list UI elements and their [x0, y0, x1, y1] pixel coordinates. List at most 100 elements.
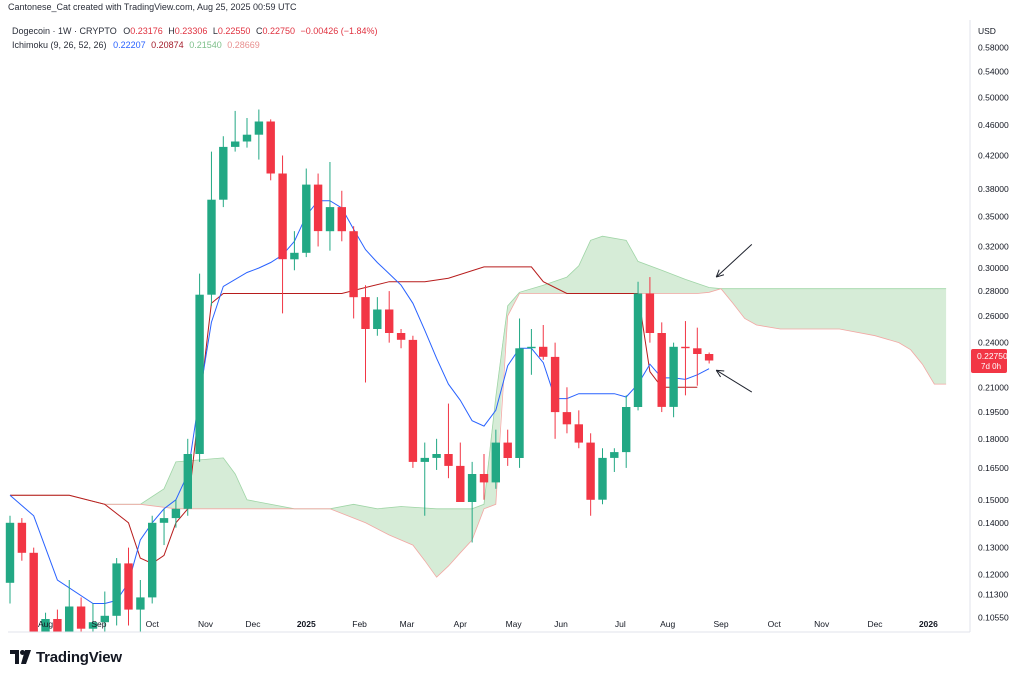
leading-span-b	[10, 288, 947, 578]
candle-body	[254, 121, 264, 135]
candle-body	[349, 231, 358, 298]
time-axis[interactable]: Aug Sep Oct Nov Dec 2025 Feb Mar Apr May Jun Jul Aug…	[38, 619, 938, 629]
candle-41	[491, 429, 500, 489]
candle-36	[432, 438, 441, 470]
price-tick-label: 0.58000	[978, 43, 1009, 53]
symbol-legend: Dogecoin · 1W · CRYPTO O0.23176 H0.23306…	[12, 26, 378, 36]
candle-body	[65, 606, 74, 632]
candle-0	[5, 515, 15, 604]
candle-body	[622, 407, 631, 453]
candle-46	[550, 342, 560, 439]
candle-body	[598, 457, 607, 500]
candle-body	[313, 184, 323, 232]
price-tick-label: 0.12000	[978, 569, 1009, 579]
candle-11	[136, 579, 145, 632]
candle-body	[41, 619, 50, 632]
cloud-segment-0	[10, 236, 947, 578]
candle-30	[361, 285, 370, 383]
arrow-to-cloud-top	[715, 244, 753, 278]
candle-body	[693, 348, 702, 354]
ichimoku-title[interactable]: Ichimoku (9, 26, 52, 26)	[12, 40, 107, 50]
candle-body	[574, 424, 583, 443]
ichimoku-lines	[9, 200, 710, 604]
candle-body	[124, 563, 133, 610]
candle-body	[373, 309, 382, 329]
price-tick-label: 0.14000	[978, 518, 1009, 528]
time-tick-label: Sep	[713, 619, 728, 629]
candle-body	[550, 356, 560, 413]
open-value: 0.23176	[130, 26, 163, 36]
candle-53	[633, 281, 643, 411]
candle-body	[385, 309, 394, 333]
price-tick-label: 0.42000	[978, 151, 1009, 161]
candle-body	[491, 442, 500, 483]
low-value: 0.22550	[217, 26, 251, 36]
time-tick-label: Aug	[38, 619, 53, 629]
candle-body	[159, 518, 169, 523]
candle-body	[231, 141, 240, 147]
candle-body	[207, 199, 216, 295]
countdown-label: 7d 0h	[981, 362, 1001, 371]
ichimoku-conversion-value: 0.22207	[113, 40, 146, 50]
candle-47	[562, 387, 572, 434]
candle-body	[53, 619, 62, 632]
time-tick-label: Nov	[198, 619, 214, 629]
arrow-head	[716, 369, 725, 372]
candle-32	[385, 291, 394, 343]
candle-body	[76, 606, 86, 629]
ichimoku-legend: Ichimoku (9, 26, 52, 26) 0.22207 0.20874…	[12, 40, 260, 50]
arrow-to-conversion-line	[715, 369, 753, 393]
candle-body	[432, 454, 441, 458]
candle-42	[503, 429, 512, 466]
time-tick-label: Dec	[245, 619, 261, 629]
candle-20	[242, 117, 252, 148]
candle-56	[669, 342, 678, 418]
current-price-badge	[971, 349, 1007, 373]
tradingview-logo-icon	[10, 650, 31, 664]
time-tick-label: 2025	[297, 619, 316, 629]
candle-38	[456, 442, 465, 502]
candle-body	[183, 454, 192, 509]
ichimoku-base-value: 0.20874	[151, 40, 184, 50]
current-price-label: 0.22750	[977, 351, 1008, 361]
candle-33	[396, 328, 406, 349]
candle-14	[171, 499, 181, 528]
candle-8	[100, 591, 109, 632]
candle-body	[669, 346, 678, 407]
currency-label[interactable]: USD	[978, 26, 996, 36]
candle-body	[29, 552, 38, 632]
candle-57	[681, 321, 690, 396]
candle-18	[219, 136, 228, 208]
candle-body	[302, 184, 311, 253]
candle-58	[693, 327, 702, 386]
candle-28	[337, 190, 346, 242]
candle-35	[420, 442, 429, 516]
candle-25	[302, 168, 311, 258]
candle-body	[657, 333, 666, 407]
candle-body	[515, 348, 524, 458]
arrow-shaft	[715, 244, 753, 278]
close-value: 0.22750	[262, 26, 295, 36]
candle-body	[586, 442, 595, 500]
candle-34	[408, 335, 418, 468]
candle-1	[17, 518, 27, 561]
candle-body	[396, 333, 406, 340]
price-tick-label: 0.38000	[978, 184, 1009, 194]
high-label: H	[168, 26, 175, 36]
base-line	[10, 266, 698, 564]
time-tick-label: Apr	[454, 619, 467, 629]
candle-body	[242, 134, 252, 142]
price-axis[interactable]: 0.58000 0.54000 0.50000 0.46000 0.42000 0.380…	[978, 43, 1009, 623]
candle-26	[313, 173, 323, 247]
price-tick-label: 0.10550	[978, 612, 1009, 622]
candle-50	[598, 448, 607, 505]
candle-body	[467, 474, 477, 502]
candle-22	[266, 119, 275, 181]
time-tick-label: 2026	[919, 619, 938, 629]
symbol-title[interactable]: Dogecoin · 1W · CRYPTO	[12, 26, 117, 36]
conversion-line	[9, 200, 710, 604]
candle-49	[586, 433, 595, 516]
arrow-head	[716, 274, 725, 278]
candle-body	[361, 297, 370, 329]
